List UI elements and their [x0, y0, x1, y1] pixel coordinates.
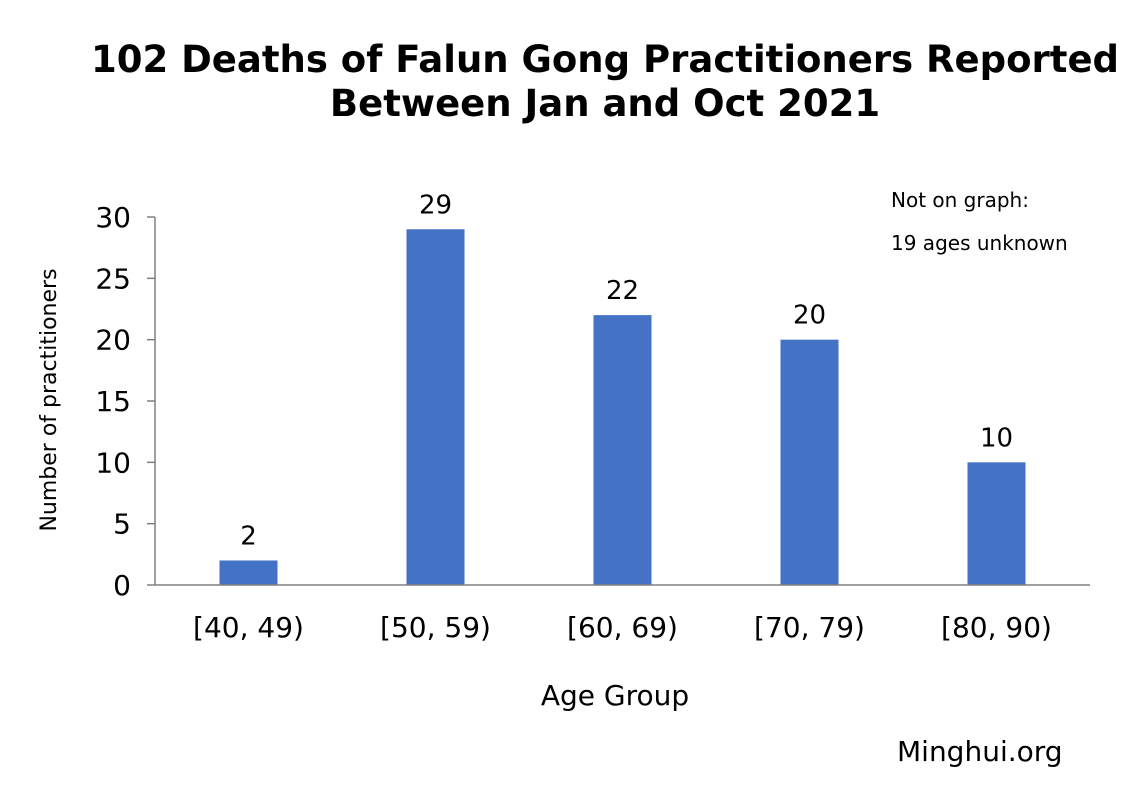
x-tick-label: [50, 59): [380, 611, 491, 644]
y-tick-label: 0: [113, 569, 131, 602]
chart-title-line-1: 102 Deaths of Falun Gong Practitioners R…: [90, 38, 1120, 81]
x-axis: [40, 49) [50, 59) [60, 69) [70, 79) [80, 90): [155, 584, 1090, 644]
bar: [780, 339, 839, 585]
chart-title-line-2: Between Jan and Oct 2021: [329, 82, 881, 125]
bar: [967, 462, 1026, 585]
x-tick-label: [60, 69): [567, 611, 678, 644]
y-axis: 0 5 10 15 20 25 30: [95, 201, 156, 602]
data-label: 2: [240, 521, 257, 551]
data-label: 10: [980, 423, 1013, 453]
annotation-line-2: 19 ages unknown: [891, 231, 1068, 255]
y-tick-label: 5: [113, 508, 131, 541]
watermark-text: Minghui.org: [897, 735, 1063, 768]
y-axis-label: Number of practitioners: [37, 268, 62, 531]
y-tick-label: 30: [95, 201, 131, 234]
y-tick-label: 20: [95, 324, 131, 357]
y-tick-label: 25: [95, 262, 131, 295]
x-tick-label: [70, 79): [754, 611, 865, 644]
data-label: 22: [606, 276, 639, 306]
bar: [406, 229, 465, 585]
bar: [593, 315, 652, 585]
y-tick-label: 15: [95, 385, 131, 418]
annotation-line-1: Not on graph:: [891, 188, 1029, 212]
bar: [219, 560, 278, 585]
data-label: 20: [793, 301, 826, 331]
x-tick-label: [40, 49): [193, 611, 304, 644]
x-tick-label: [80, 90): [941, 611, 1052, 644]
bars-group: 2 29 22 20 10: [219, 190, 1026, 585]
data-label: 29: [419, 190, 452, 220]
x-axis-label: Age Group: [541, 679, 689, 712]
chart-title: 102 Deaths of Falun Gong Practitioners R…: [0, 38, 1136, 126]
y-tick-label: 10: [95, 446, 131, 479]
